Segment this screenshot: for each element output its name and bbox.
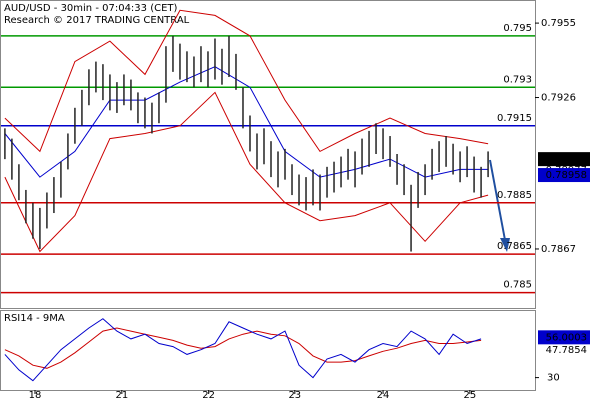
- x-tick-label: 22: [202, 390, 215, 400]
- forecast-arrow-head: [500, 238, 510, 252]
- level-label: 0.7865: [497, 241, 532, 252]
- price-tag-box: [538, 330, 590, 345]
- forecast-arrow: [489, 159, 506, 241]
- rsi-panel: [0, 310, 536, 391]
- rsi-ma: [4, 327, 482, 369]
- y-tick-label: 0.7955: [541, 18, 576, 29]
- level-label: 0.785: [503, 280, 532, 291]
- price-panel: [0, 0, 536, 309]
- price-tag: 47.7854: [546, 345, 587, 356]
- level-label: 0.7885: [497, 190, 532, 201]
- chart-subtitle: Research © 2017 TRADING CENTRAL: [4, 15, 190, 26]
- lower-band: [4, 91, 489, 253]
- price-tag: 0.7902: [552, 154, 587, 165]
- rsi-line: [4, 318, 482, 382]
- moving-average: [4, 66, 489, 178]
- level-label: 0.793: [503, 74, 532, 85]
- price-tag: 0.78958: [546, 170, 587, 181]
- price-tag-box: [538, 152, 590, 167]
- rsi-y-tick-label: 30: [547, 373, 560, 384]
- y-tick-label: 0.7867: [541, 244, 576, 255]
- x-tick-label: 18: [29, 390, 42, 400]
- price-tag: 56.0003: [546, 332, 587, 343]
- y-tick-label: 0.7926: [541, 93, 576, 104]
- chart-title: AUD/USD - 30min - 07:04:33 (CET): [4, 3, 178, 14]
- level-label: 0.7915: [497, 113, 532, 124]
- price-tag-box: [538, 168, 590, 183]
- x-tick-label: 21: [115, 390, 128, 400]
- x-tick-label: 23: [288, 390, 301, 400]
- x-tick-label: 25: [464, 390, 477, 400]
- rsi-label: RSI14 - 9MA: [4, 313, 65, 324]
- level-label: 0.795: [503, 23, 532, 34]
- x-tick-label: 24: [377, 390, 390, 400]
- upper-band: [4, 9, 489, 153]
